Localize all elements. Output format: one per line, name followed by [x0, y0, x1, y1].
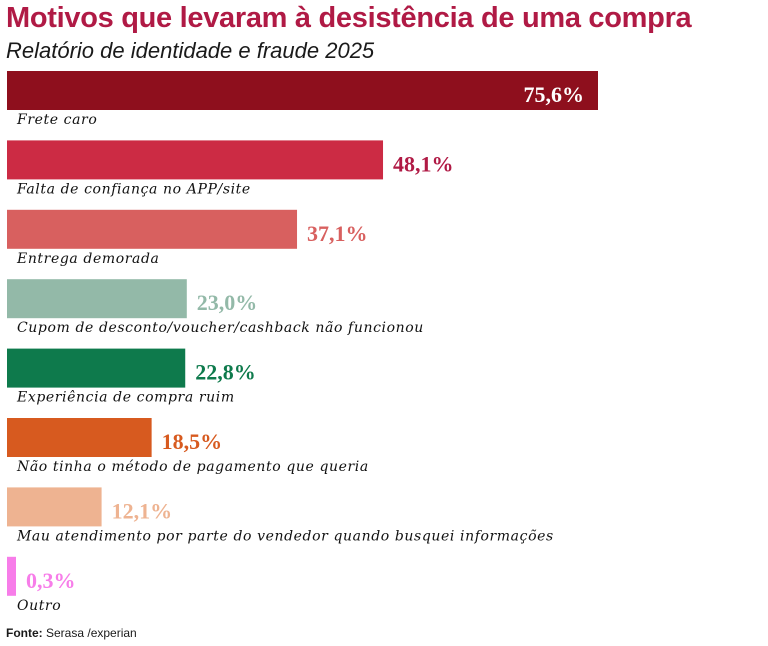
value-label-5: 18,5% — [162, 429, 223, 454]
source-text: Serasa /experian — [46, 626, 137, 640]
bar-3 — [7, 279, 187, 319]
value-label-3: 23,0% — [197, 290, 257, 315]
bar-4 — [7, 348, 186, 388]
bar-0 — [7, 71, 598, 110]
value-label-6: 12,1% — [112, 498, 173, 523]
category-label-0: Frete caro — [16, 112, 97, 128]
value-label-1: 48,1% — [393, 151, 454, 176]
category-label-7: Outro — [17, 598, 61, 614]
bar-2 — [7, 209, 298, 249]
source-note: Fonte: Serasa /experian — [6, 626, 137, 640]
value-label-7: 0,3% — [26, 568, 76, 593]
chart-subtitle: Relatório de identidade e fraude 2025 — [6, 38, 375, 63]
source-label: Fonte: — [6, 626, 43, 640]
category-label-1: Falta de confiança no APP/site — [16, 181, 251, 197]
bar-6 — [7, 487, 102, 527]
bar-5 — [7, 418, 152, 457]
value-label-2: 37,1% — [307, 221, 368, 246]
bar-1 — [7, 140, 384, 180]
category-label-6: Mau atendimento por parte do vendedor qu… — [16, 528, 554, 544]
category-label-3: Cupom de desconto/voucher/cashback não f… — [17, 320, 424, 336]
category-label-5: Não tinha o método de pagamento que quer… — [16, 459, 369, 475]
value-label-0: 75,6% — [524, 82, 585, 107]
chart-title: Motivos que levaram à desistência de uma… — [6, 2, 692, 34]
value-label-4: 22,8% — [195, 360, 256, 385]
category-label-4: Experiência de compra ruim — [16, 390, 235, 406]
bar-7 — [7, 556, 16, 596]
category-label-2: Entrega demorada — [16, 251, 160, 267]
